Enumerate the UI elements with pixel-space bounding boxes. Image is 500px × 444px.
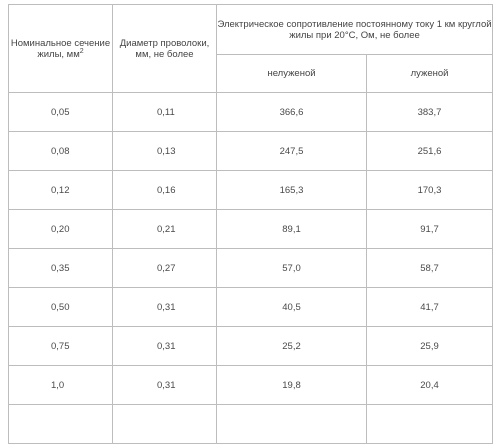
cell-resistance-untinned: 19,8	[216, 365, 367, 405]
cell-resistance-tinned: 170,3	[366, 170, 493, 210]
cell-resistance-tinned: 91,7	[366, 209, 493, 249]
table-row: 0,08 0,13 247,5 251,6	[8, 131, 493, 171]
header-resistance-group: Электрическое сопротивление постоянному …	[216, 4, 493, 55]
table-header: Номинальное сечение жилы, мм2 Диаметр пр…	[8, 4, 493, 93]
table-row: 0,50 0,31 40,5 41,7	[8, 287, 493, 327]
cell-resistance-untinned: 366,6	[216, 92, 367, 132]
cell-wire-diameter: 0,13	[112, 131, 217, 171]
table-row: 0,20 0,21 89,1 91,7	[8, 209, 493, 249]
cell-nominal-section: 0,35	[8, 248, 113, 288]
cell-wire-diameter: 0,31	[112, 287, 217, 327]
cell-resistance-untinned: 89,1	[216, 209, 367, 249]
cell-resistance-tinned: 41,7	[366, 287, 493, 327]
cell-resistance-tinned: 20,4	[366, 365, 493, 405]
cell-wire-diameter: 0,27	[112, 248, 217, 288]
cell-wire-diameter: 0,21	[112, 209, 217, 249]
cell-wire-diameter: 0,11	[112, 92, 217, 132]
header-untinned: нелуженой	[216, 54, 367, 93]
cell-wire-diameter: 0,16	[112, 170, 217, 210]
cell-nominal-section: 0,12	[8, 170, 113, 210]
table-row: 0,12 0,16 165,3 170,3	[8, 170, 493, 210]
cell-resistance-untinned: 40,5	[216, 287, 367, 327]
cell-empty	[216, 404, 367, 444]
cell-nominal-section: 1,0	[8, 365, 113, 405]
cell-nominal-section: 0,75	[8, 326, 113, 366]
cell-nominal-section: 0,20	[8, 209, 113, 249]
cell-resistance-tinned: 58,7	[366, 248, 493, 288]
header-tinned: луженой	[366, 54, 493, 93]
cell-wire-diameter: 0,31	[112, 326, 217, 366]
cell-nominal-section: 0,08	[8, 131, 113, 171]
wire-spec-table: Номинальное сечение жилы, мм2 Диаметр пр…	[8, 4, 493, 444]
cell-resistance-tinned: 383,7	[366, 92, 493, 132]
cell-resistance-tinned: 25,9	[366, 326, 493, 366]
cell-empty	[8, 404, 113, 444]
cell-resistance-tinned: 251,6	[366, 131, 493, 171]
cell-empty	[366, 404, 493, 444]
table-row: 1,0 0,31 19,8 20,4	[8, 365, 493, 405]
cell-resistance-untinned: 247,5	[216, 131, 367, 171]
cell-resistance-untinned: 25,2	[216, 326, 367, 366]
cell-empty	[112, 404, 217, 444]
cell-resistance-untinned: 57,0	[216, 248, 367, 288]
table-row: 0,75 0,31 25,2 25,9	[8, 326, 493, 366]
header-nominal-section-text: Номинальное сечение жилы, мм	[10, 37, 111, 60]
table-body: 0,05 0,11 366,6 383,7 0,08 0,13 247,5 25…	[8, 92, 493, 444]
cell-nominal-section: 0,50	[8, 287, 113, 327]
table-row: 0,05 0,11 366,6 383,7	[8, 92, 493, 132]
cell-wire-diameter: 0,31	[112, 365, 217, 405]
cell-resistance-untinned: 165,3	[216, 170, 367, 210]
table-row: 0,35 0,27 57,0 58,7	[8, 248, 493, 288]
header-nominal-section-superscript: 2	[79, 47, 84, 55]
cell-nominal-section: 0,05	[8, 92, 113, 132]
table-row-cut-off	[8, 404, 493, 444]
header-nominal-section: Номинальное сечение жилы, мм2	[8, 4, 113, 93]
header-wire-diameter: Диаметр проволоки, мм, не более	[112, 4, 217, 93]
